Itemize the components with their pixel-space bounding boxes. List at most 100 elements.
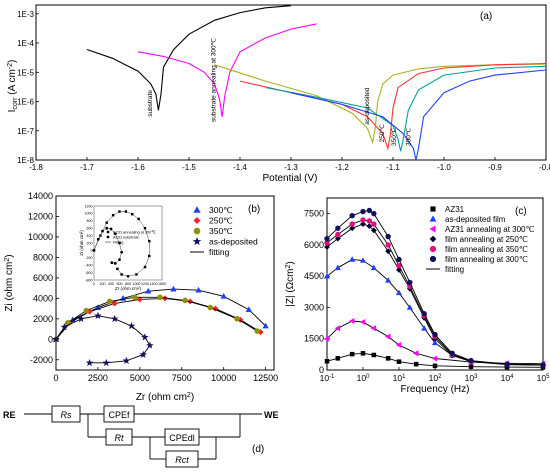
- data-point: [412, 350, 419, 357]
- inset-data-point: [143, 226, 147, 230]
- fitting-line: [55, 297, 261, 340]
- cpe-dl: [164, 428, 200, 446]
- data-point: [385, 248, 392, 255]
- x-axis-label: Potential (V): [262, 173, 317, 184]
- y-tick-label: 8000: [33, 252, 53, 262]
- y-axis-label: |Z| (Ωcm2): [285, 261, 296, 306]
- data-point: [106, 298, 113, 305]
- legend-swatch: [429, 225, 436, 233]
- x-tick-label: -1.2: [335, 163, 349, 172]
- y-tick-label: 1E-8: [17, 156, 34, 165]
- data-point: [449, 350, 455, 357]
- data-point: [335, 231, 341, 238]
- data-point: [413, 361, 419, 367]
- inset-data-point: [105, 221, 108, 224]
- data-point: [127, 321, 136, 330]
- inset-x-tick-label: 600: [117, 282, 123, 286]
- data-point: [324, 244, 330, 250]
- equivalent-circuit: RE WE Rs CPEf Rt CPEdl Rct (d): [3, 405, 279, 468]
- series-annotation: substrate: [147, 90, 154, 117]
- series-line: [86, 5, 292, 111]
- data-point: [77, 314, 85, 323]
- panel-label: (d): [252, 444, 264, 455]
- data-point: [371, 210, 377, 217]
- data-point: [122, 356, 131, 365]
- inset-y-tick-label: 200: [87, 241, 93, 245]
- inset-data-point: [113, 232, 117, 236]
- panel-label: (a): [480, 11, 492, 22]
- data-point: [334, 264, 341, 271]
- data-point: [385, 356, 391, 361]
- legend-swatch: [429, 235, 437, 243]
- data-point: [406, 304, 413, 310]
- series-annotation: 300℃: [405, 127, 412, 146]
- inset-data-point: [118, 241, 121, 245]
- data-point: [348, 317, 355, 325]
- data-point: [349, 351, 355, 357]
- data-point: [234, 316, 240, 322]
- data-point: [324, 235, 330, 242]
- inset-data-point: [92, 249, 96, 252]
- data-point: [504, 361, 510, 367]
- y-tick-label: 3000: [304, 302, 324, 312]
- inset-y-tick-label: -600: [85, 271, 92, 275]
- inset-y-tick-label: -800: [85, 278, 92, 282]
- data-point: [85, 358, 94, 367]
- inset-data-point: [118, 258, 121, 262]
- x-tick-label: -1.6: [131, 163, 145, 172]
- data-point: [323, 335, 330, 342]
- data-point: [370, 227, 377, 234]
- inset-data-point: [113, 261, 117, 265]
- data-point: [157, 294, 163, 301]
- inset-y-tick-label: 800: [87, 219, 93, 223]
- data-point: [245, 306, 252, 312]
- inset-y-tick-label: 1000: [85, 212, 93, 216]
- legend-swatch: [429, 255, 437, 263]
- x-tick-label: -1.5: [182, 163, 196, 172]
- data-point: [334, 235, 341, 242]
- inset-fitting-line: [93, 211, 150, 277]
- y-tick-label: 14000: [28, 191, 53, 201]
- data-point: [540, 362, 546, 368]
- inset-y-tick-label: -200: [85, 256, 92, 260]
- y-tick-label: 12000: [28, 211, 53, 221]
- data-point: [396, 263, 402, 269]
- data-point: [360, 221, 366, 227]
- y-tick-label: 1E-5: [17, 68, 34, 77]
- x-tick-label: -1.3: [284, 163, 298, 172]
- inset-x-tick-label: 1200: [141, 282, 149, 286]
- svg-text:Zr (ohm cm2): Zr (ohm cm2): [136, 392, 194, 403]
- inset-y-tick-label: -400: [85, 264, 92, 268]
- legend-label: AZ31 annealing at 300℃: [445, 225, 535, 234]
- svg-text:|Z| (Ωcm2): |Z| (Ωcm2): [285, 261, 296, 306]
- series-line: [265, 65, 547, 152]
- inset-plot-area: [93, 205, 163, 281]
- y-tick-label: 1E-3: [17, 10, 34, 19]
- data-point: [432, 363, 438, 369]
- data-point: [385, 233, 391, 240]
- data-point: [431, 339, 439, 346]
- y-tick-label: 1E-4: [17, 39, 34, 48]
- inset-x-axis-label: Zr (ohm cm²): [115, 286, 141, 291]
- series-line: [290, 69, 547, 161]
- nyquist-chart: 0 2500 5000 7500 10000 1250014000120001000080…: [4, 191, 278, 403]
- inset-x-tick-label: 1400: [150, 282, 158, 286]
- y-tick-label: 1500: [304, 334, 324, 344]
- legend-label: film annealing at 350℃: [445, 245, 528, 254]
- data-point: [407, 279, 413, 286]
- y-tick-label: 4500: [304, 271, 324, 281]
- panel-label: (b): [248, 204, 260, 215]
- y-tick-label: 4000: [33, 293, 53, 303]
- bode-chart: 10-1 100 101 102 103 104 105 7500 6000 4500 3000 15…: [285, 197, 550, 395]
- plot-area: [35, 4, 547, 161]
- data-point: [349, 213, 355, 219]
- x-tick-label: -1.4: [233, 163, 247, 172]
- data-point: [146, 341, 154, 349]
- data-point: [371, 352, 377, 358]
- data-point: [262, 322, 269, 329]
- x-tick-label: 105: [537, 373, 550, 383]
- x-tick-label: 10000: [211, 373, 236, 383]
- x-tick-label: -0.8: [539, 163, 550, 172]
- data-point: [349, 221, 355, 227]
- y-tick-label: 7500: [304, 209, 324, 219]
